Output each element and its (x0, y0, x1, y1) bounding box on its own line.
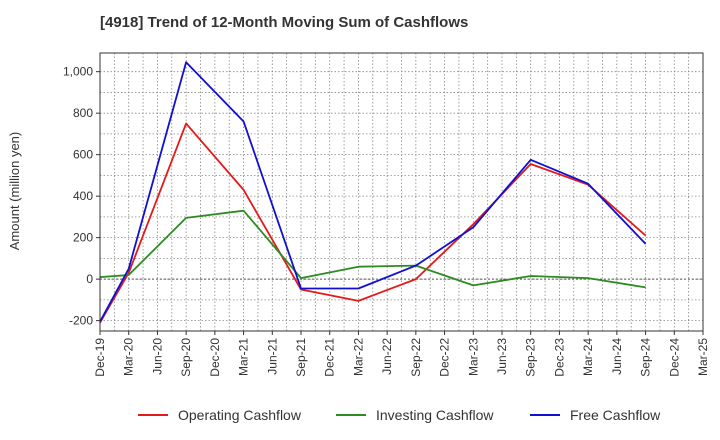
y-axis-title: Amount (million yen) (7, 132, 22, 251)
x-tick-label: Mar-23 (466, 338, 480, 376)
plot-background (100, 53, 703, 331)
x-tick-label: Dec-23 (552, 338, 566, 377)
chart-title: [4918] Trend of 12-Month Moving Sum of C… (100, 14, 469, 31)
legend-label: Free Cashflow (570, 407, 661, 423)
y-tick-label: 600 (73, 148, 93, 162)
x-tick-label: Jun-24 (610, 338, 624, 375)
x-tick-label: Dec-24 (667, 338, 681, 377)
x-tick-label: Jun-22 (380, 338, 394, 375)
x-tick-label: Mar-20 (122, 338, 136, 376)
x-axis: Dec-19 Mar-20 Jun-20 Sep-20 Dec-20 Mar-21 Jun-… (93, 331, 710, 377)
y-axis: -200 0 200 400 600 800 1,000 (63, 65, 100, 328)
series-line-investing-cashflow (99, 209, 646, 289)
legend: Operating Cashflow Investing Cashflow Free… (138, 407, 661, 423)
x-tick-label: Jun-20 (150, 338, 164, 375)
x-tick-label: Sep-22 (409, 338, 423, 377)
legend-label: Operating Cashflow (178, 407, 302, 423)
y-tick-label: -200 (69, 314, 93, 328)
legend-label: Investing Cashflow (376, 407, 494, 423)
x-tick-label: Sep-21 (294, 338, 308, 377)
series-line-free-cashflow (99, 61, 647, 323)
y-tick-label: 200 (73, 231, 93, 245)
y-tick-label: 800 (73, 106, 93, 120)
y-tick-label: 400 (73, 189, 93, 203)
x-tick-label: Dec-22 (438, 338, 452, 377)
x-tick-label: Mar-22 (351, 338, 365, 376)
x-tick-label: Jun-21 (265, 338, 279, 375)
x-tick-label: Sep-23 (524, 338, 538, 377)
series-lines (99, 61, 647, 324)
y-tick-label: 0 (86, 272, 93, 286)
y-tick-label: 1,000 (63, 65, 93, 79)
x-tick-label: Sep-24 (639, 338, 653, 377)
x-tick-label: Mar-25 (696, 338, 710, 376)
series-line-operating-cashflow (99, 122, 647, 324)
x-tick-label: Dec-19 (93, 338, 107, 377)
x-tick-label: Mar-24 (581, 338, 595, 376)
grid (99, 53, 704, 331)
x-tick-label: Jun-23 (495, 338, 509, 375)
x-tick-label: Sep-20 (179, 338, 193, 377)
x-tick-label: Dec-20 (208, 338, 222, 377)
plot-frame (99, 52, 704, 332)
x-tick-label: Dec-21 (323, 338, 337, 377)
x-tick-label: Mar-21 (237, 338, 251, 376)
